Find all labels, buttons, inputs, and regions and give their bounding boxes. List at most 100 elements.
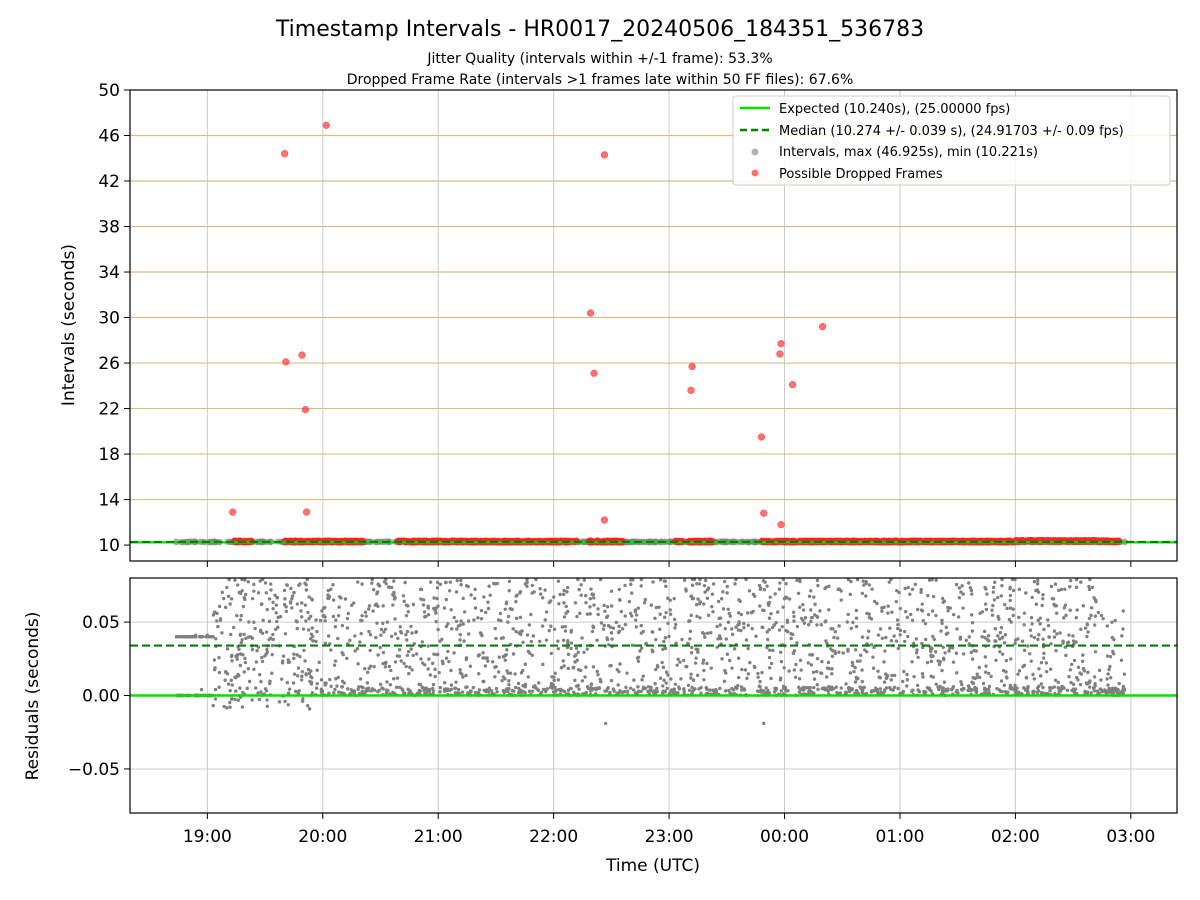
- residual-point: [298, 654, 302, 659]
- residual-point: [937, 687, 941, 692]
- residual-point: [407, 691, 411, 695]
- residual-point: [1060, 684, 1064, 689]
- residual-point: [484, 610, 488, 615]
- residual-point: [758, 604, 762, 608]
- residual-point: [830, 667, 834, 671]
- residual-point: [727, 688, 731, 693]
- residual-point: [658, 577, 663, 582]
- residual-point: [494, 686, 499, 691]
- residual-point: [1099, 678, 1103, 682]
- residual-point: [458, 623, 462, 627]
- residual-point: [990, 613, 995, 617]
- residual-point: [398, 685, 402, 689]
- residual-point: [672, 596, 676, 601]
- residual-point: [837, 650, 841, 654]
- residual-point: [464, 685, 468, 690]
- residual-point: [576, 650, 580, 655]
- residual-point: [314, 686, 319, 690]
- residual-point: [631, 578, 635, 582]
- residual-point: [420, 661, 425, 665]
- residual-point: [961, 592, 965, 596]
- residual-point: [370, 687, 375, 691]
- residual-point: [615, 691, 619, 695]
- residual-point: [270, 671, 274, 675]
- residual-point: [1009, 685, 1014, 690]
- residual-point: [943, 651, 947, 655]
- residual-point: [334, 618, 338, 622]
- residual-point: [993, 639, 997, 643]
- residual-point: [356, 580, 360, 584]
- residual-point: [486, 659, 490, 663]
- residual-point: [544, 638, 549, 642]
- residual-point: [977, 675, 982, 680]
- residual-point: [414, 629, 419, 634]
- residual-point: [980, 635, 984, 639]
- residual-point: [364, 614, 368, 618]
- residual-point: [886, 604, 890, 608]
- residual-point: [769, 676, 773, 681]
- residual-point: [597, 686, 602, 691]
- dropped-frame-point: [282, 358, 290, 366]
- residual-point: [324, 681, 328, 685]
- residual-point: [1113, 618, 1117, 623]
- residual-point: [736, 628, 741, 632]
- residual-point: [495, 581, 499, 586]
- residual-point: [658, 627, 662, 631]
- residual-point: [758, 679, 762, 684]
- residual-point: [368, 648, 372, 653]
- residual-point: [646, 685, 650, 689]
- dropped-frame-point: [281, 150, 289, 158]
- residual-point: [930, 646, 934, 651]
- residual-point: [434, 606, 438, 610]
- residual-point: [1076, 665, 1081, 669]
- residual-point: [915, 683, 920, 688]
- residual-point: [985, 592, 989, 596]
- residual-point: [1108, 687, 1112, 691]
- residual-point: [1022, 663, 1027, 668]
- residual-point: [792, 668, 797, 672]
- residual-point: [381, 650, 386, 655]
- residual-point: [1105, 677, 1109, 681]
- residual-point: [323, 605, 327, 610]
- residual-point: [459, 578, 463, 583]
- residual-point: [697, 687, 701, 691]
- residual-point: [337, 605, 341, 609]
- residual-point: [238, 686, 242, 690]
- residual-point: [489, 689, 494, 693]
- residual-point: [372, 664, 376, 669]
- residual-point: [1064, 653, 1068, 658]
- residual-point: [499, 618, 503, 623]
- residual-point: [733, 582, 737, 586]
- residual-point: [518, 589, 523, 594]
- residual-point: [658, 676, 663, 680]
- residual-point: [698, 616, 702, 620]
- residual-point: [931, 634, 935, 639]
- residual-point: [367, 604, 372, 608]
- residual-point: [802, 621, 807, 625]
- residual-point: [702, 678, 706, 682]
- top-y-tick-label: 22: [98, 400, 120, 420]
- residual-point: [376, 604, 380, 608]
- residual-point: [1024, 675, 1029, 680]
- residual-point: [506, 671, 510, 675]
- residual-point: [845, 620, 849, 624]
- residual-point: [389, 634, 394, 638]
- residual-point: [561, 592, 566, 597]
- residual-point: [289, 586, 293, 591]
- residual-point: [854, 624, 859, 629]
- residual-point: [210, 635, 214, 639]
- residual-point: [1099, 688, 1103, 692]
- residual-point: [852, 669, 856, 674]
- residual-point: [379, 627, 384, 632]
- residual-point: [299, 609, 303, 613]
- residual-point: [569, 641, 574, 645]
- residual-point: [839, 598, 843, 602]
- residual-point: [309, 680, 314, 685]
- residual-point: [975, 672, 979, 676]
- residual-point: [569, 628, 574, 633]
- residual-point: [409, 624, 413, 629]
- residual-point: [1034, 602, 1039, 606]
- residual-point: [283, 597, 287, 601]
- residual-point: [540, 624, 545, 628]
- residual-point: [273, 627, 278, 632]
